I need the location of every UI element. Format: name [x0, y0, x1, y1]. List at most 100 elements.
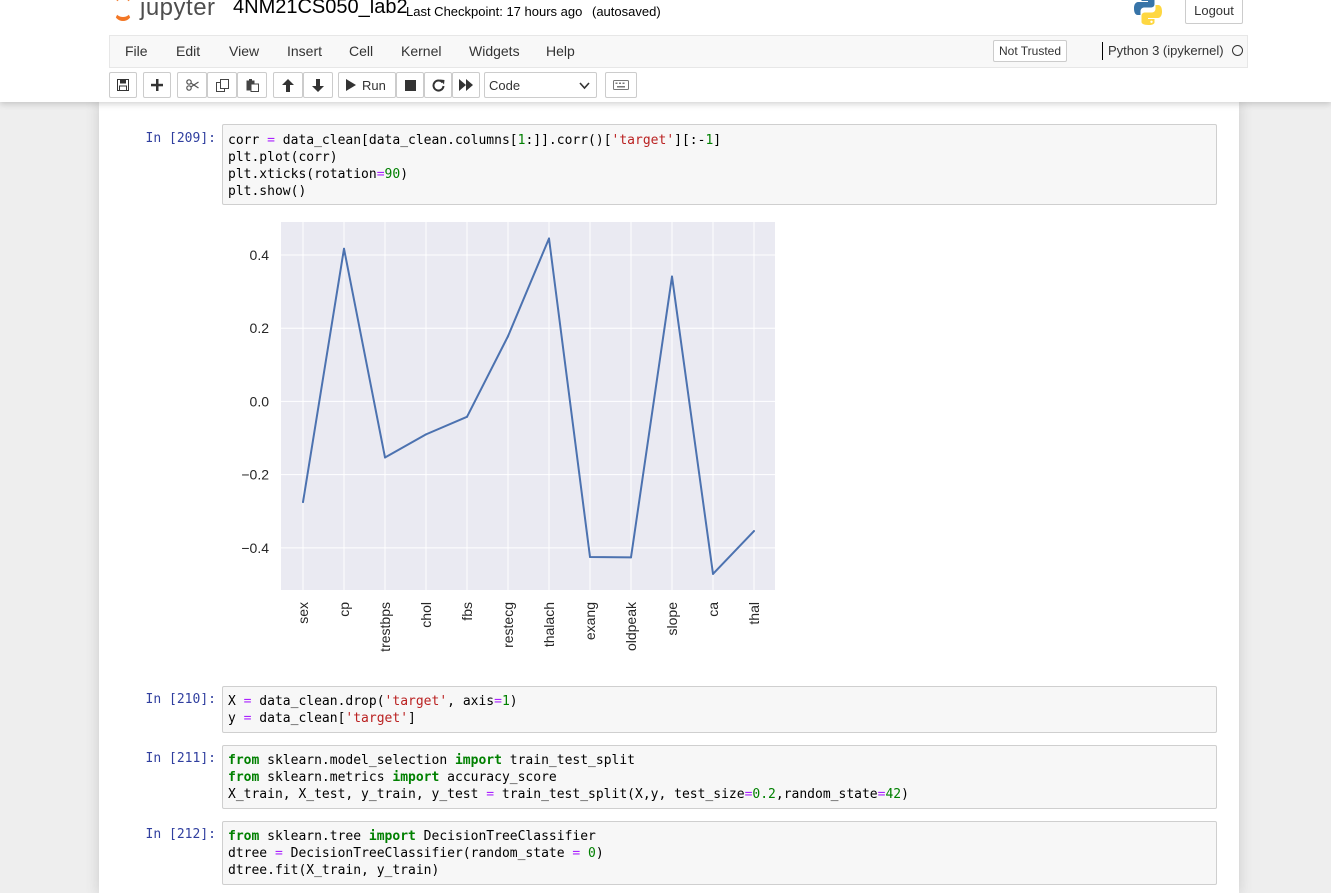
data-point [548, 237, 550, 240]
code-cell-input[interactable]: corr = data_clean[data_clean.columns[1:]… [222, 124, 1217, 205]
command-palette-button[interactable] [605, 72, 637, 98]
x-tick-label: thal [746, 602, 762, 625]
scissors-icon [185, 79, 199, 91]
menu-cell[interactable]: Cell [349, 43, 374, 59]
data-point [630, 556, 632, 559]
data-point [753, 530, 755, 533]
x-tick-label: chol [418, 602, 434, 628]
data-point [507, 335, 509, 338]
data-point [425, 433, 427, 436]
cell-prompt: In [209]: [145, 131, 216, 146]
code-line: plt.xticks(rotation=90) [228, 167, 409, 182]
code-line: X_train, X_test, y_train, y_test = train… [228, 787, 909, 802]
paste-button[interactable] [237, 72, 267, 98]
menu-kernel[interactable]: Kernel [401, 43, 442, 59]
code-line: plt.show() [228, 184, 307, 199]
x-tick-label: ca [705, 602, 721, 617]
insert-cell-button[interactable] [143, 72, 171, 98]
correlation-line-chart: 0.4 0.2 0.0 −0.2 −0.4 sex cp trestbps chol fbs res… [241, 222, 775, 652]
code-line: X = data_clean.drop('target', axis=1) [228, 694, 518, 709]
cell-prompt: In [210]: [145, 692, 216, 707]
code-line: dtree.fit(X_train, y_train) [228, 863, 440, 878]
code-line: dtree = DecisionTreeClassifier(random_st… [228, 846, 604, 861]
paste-icon [246, 78, 259, 92]
x-tick-label: thalach [541, 602, 557, 647]
keyboard-icon [613, 80, 629, 90]
data-point [384, 456, 386, 459]
move-up-button[interactable] [273, 72, 303, 98]
play-icon [346, 79, 356, 91]
menubar: File Edit View Insert Cell Kernel Widget… [109, 35, 1248, 68]
code-cell-input[interactable]: X = data_clean.drop('target', axis=1) y … [222, 686, 1217, 733]
menu-insert[interactable]: Insert [287, 43, 323, 59]
cell-output: 0.4 0.2 0.0 −0.2 −0.4 sex cp trestbps chol fbs res… [222, 212, 802, 672]
save-button[interactable] [109, 72, 137, 98]
x-tick-label: slope [664, 602, 680, 636]
code-cell-input[interactable]: from sklearn.model_selection import trai… [222, 745, 1217, 809]
chevron-down-icon [579, 82, 590, 90]
code-cell-input[interactable]: from sklearn.tree import DecisionTreeCla… [222, 821, 1217, 885]
x-tick-label: exang [582, 602, 598, 640]
code-line: from sklearn.tree import DecisionTreeCla… [228, 829, 596, 844]
y-tick-label: 0.0 [250, 393, 270, 409]
code-line: y = data_clean['target'] [228, 711, 416, 726]
cell-prompt: In [211]: [145, 751, 216, 766]
run-label: Run [362, 77, 386, 93]
series-line [302, 237, 755, 575]
autosave-status: (autosaved) [592, 4, 661, 19]
code-line: corr = data_clean[data_clean.columns[1:]… [228, 133, 722, 148]
restart-run-all-button[interactable] [452, 72, 480, 98]
data-point [589, 556, 591, 559]
menu-edit[interactable]: Edit [176, 43, 201, 59]
y-tick-label: −0.2 [241, 467, 269, 483]
data-point [671, 275, 673, 278]
menu-help[interactable]: Help [546, 43, 575, 59]
not-trusted-badge[interactable]: Not Trusted [993, 40, 1068, 62]
logout-button[interactable]: Logout [1185, 0, 1243, 24]
data-point [302, 501, 304, 504]
copy-icon [215, 78, 229, 92]
stop-icon [404, 79, 416, 91]
kernel-divider [1102, 42, 1103, 60]
last-checkpoint: Last Checkpoint: 17 hours ago [406, 4, 583, 19]
data-point [343, 247, 345, 250]
y-tick-label: 0.4 [250, 247, 270, 263]
cell-prompt: In [212]: [145, 827, 216, 842]
run-button[interactable]: Run [338, 72, 396, 98]
menu-file[interactable]: File [125, 43, 148, 59]
interrupt-button[interactable] [396, 72, 424, 98]
y-tick-label: −0.4 [241, 540, 269, 556]
kernel-name[interactable]: Python 3 (ipykernel) [1108, 43, 1224, 58]
kernel-status-icon [1232, 45, 1243, 56]
python-logo-icon [1134, 0, 1162, 25]
notebook-header: jupyter 4NM21CS050_lab2 Last Checkpoint:… [0, 0, 1331, 102]
save-icon [117, 79, 129, 91]
jupyter-logo[interactable]: jupyter [112, 0, 216, 25]
plot-area [281, 222, 775, 590]
x-tick-label: fbs [459, 602, 475, 621]
code-line: plt.plot(corr) [228, 150, 338, 165]
jupyter-logo-text: jupyter [140, 0, 216, 21]
menu-widgets[interactable]: Widgets [469, 43, 520, 59]
cell-type-select[interactable]: Code [484, 72, 597, 98]
plus-icon [151, 79, 163, 91]
x-tick-label: sex [295, 602, 311, 624]
arrow-down-icon [312, 78, 324, 92]
restart-icon [432, 79, 444, 92]
x-tick-label: oldpeak [623, 601, 639, 651]
cell-type-value: Code [489, 77, 521, 93]
menu-view[interactable]: View [229, 43, 260, 59]
arrow-up-icon [282, 78, 294, 92]
notebook-name[interactable]: 4NM21CS050_lab2 [233, 0, 408, 18]
y-tick-label: 0.2 [250, 320, 270, 336]
data-point [712, 572, 714, 575]
code-line: from sklearn.metrics import accuracy_sco… [228, 770, 557, 785]
x-tick-label: restecg [500, 602, 516, 648]
jupyter-logo-icon [112, 0, 136, 23]
move-down-button[interactable] [303, 72, 333, 98]
cut-button[interactable] [177, 72, 207, 98]
restart-button[interactable] [424, 72, 452, 98]
copy-button[interactable] [207, 72, 237, 98]
code-line: from sklearn.model_selection import trai… [228, 753, 636, 768]
data-point [466, 415, 468, 418]
